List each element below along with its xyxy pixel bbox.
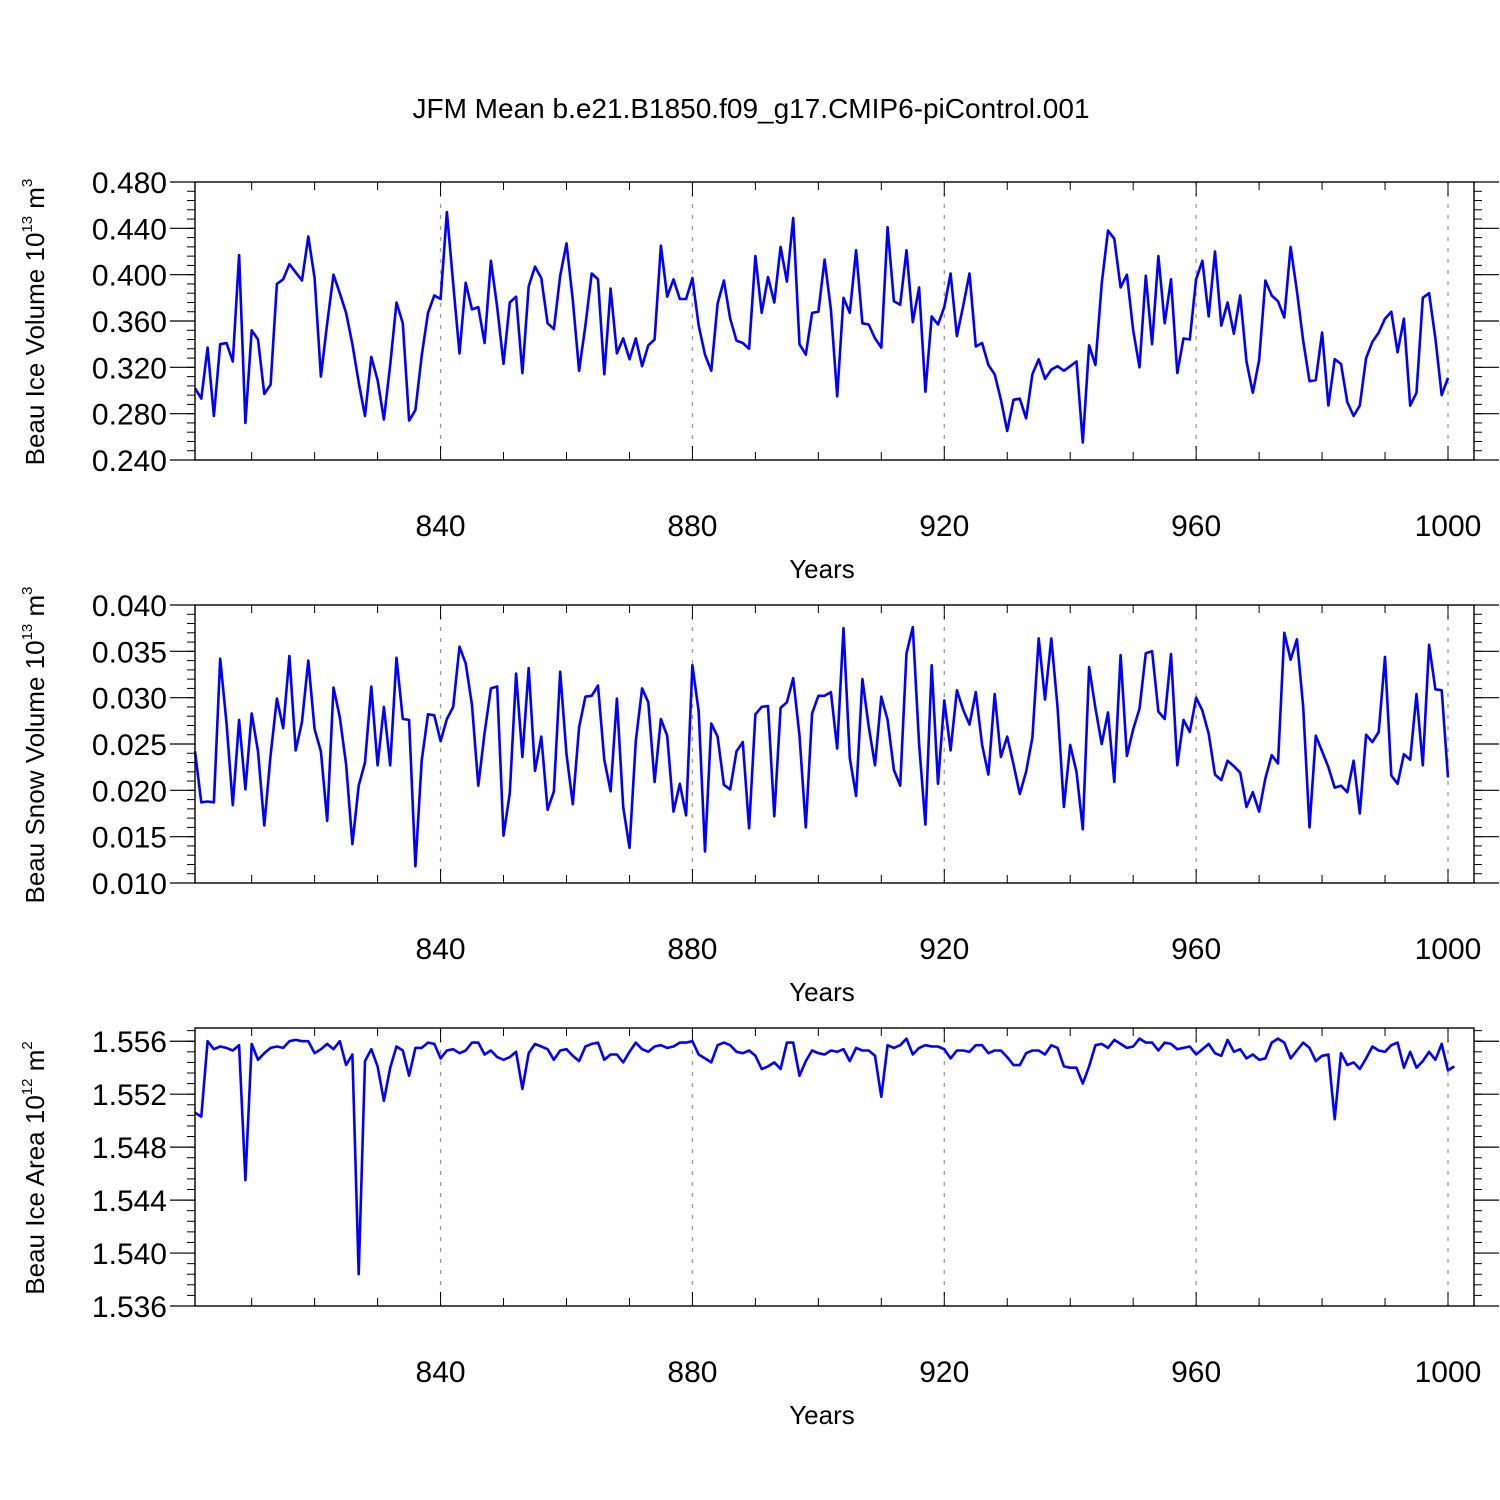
ylabel-unit-exponent: 3 bbox=[19, 179, 36, 187]
x-tick-label: 840 bbox=[416, 933, 466, 966]
y-tick-label: 0.010 bbox=[92, 868, 167, 901]
y-tick-label: 0.320 bbox=[92, 352, 167, 385]
xlabel-ice-volume: Years bbox=[789, 554, 855, 584]
ylabel-unit-exponent: 2 bbox=[19, 1041, 36, 1049]
ylabel-ice-area: Beau Ice Area 1012 m2 bbox=[19, 1041, 50, 1294]
ylabel-unit: m bbox=[20, 595, 50, 624]
y-tick-label: 1.556 bbox=[92, 1026, 167, 1059]
xlabel-ice-area: Years bbox=[789, 1400, 855, 1430]
series-line bbox=[193, 625, 1450, 868]
x-tick-label: 960 bbox=[1171, 510, 1221, 543]
x-tick-label: 960 bbox=[1171, 933, 1221, 966]
ylabel-snow-volume: Beau Snow Volume 1013 m3 bbox=[19, 587, 50, 904]
panel-snow-volume: Beau Snow Volume 1013 m3 Years 0.010 0.01… bbox=[19, 587, 1499, 1007]
ylabel-exponent: 13 bbox=[19, 216, 36, 233]
y-tick-label: 0.035 bbox=[92, 636, 167, 669]
y-tick-label: 1.540 bbox=[92, 1238, 167, 1271]
y-tick-label: 0.240 bbox=[92, 445, 167, 478]
y-tick-label: 1.548 bbox=[92, 1132, 167, 1165]
x-tick-label: 1000 bbox=[1415, 933, 1482, 966]
ylabel-text: Beau Snow Volume 10 bbox=[20, 640, 50, 903]
ylabel-exponent: 12 bbox=[19, 1079, 36, 1096]
y-tick-label: 1.552 bbox=[92, 1079, 167, 1112]
y-tick-label: 0.020 bbox=[92, 775, 167, 808]
x-tick-label: 1000 bbox=[1415, 510, 1482, 543]
x-tick-label: 920 bbox=[919, 1356, 969, 1389]
x-tick-label: 880 bbox=[667, 933, 717, 966]
y-tick-label: 0.360 bbox=[92, 306, 167, 339]
y-tick-label: 0.040 bbox=[92, 590, 167, 623]
figure-title: JFM Mean b.e21.B1850.f09_g17.CMIP6-piCon… bbox=[412, 93, 1089, 124]
ylabel-unit: m bbox=[20, 187, 50, 216]
ylabel-unit: m bbox=[20, 1050, 50, 1079]
ylabel-unit-exponent: 3 bbox=[19, 587, 36, 595]
xlabel-snow-volume: Years bbox=[789, 977, 855, 1007]
x-tick-label: 920 bbox=[919, 933, 969, 966]
ylabel-text: Beau Ice Area 10 bbox=[20, 1095, 50, 1294]
x-tick-label: 840 bbox=[416, 510, 466, 543]
ylabel-text: Beau Ice Volume 10 bbox=[20, 233, 50, 466]
y-tick-label: 0.440 bbox=[92, 213, 167, 246]
panel-ice-area: Beau Ice Area 1012 m2 Years 1.536 1.540 1.… bbox=[19, 1026, 1499, 1430]
x-tick-label: 1000 bbox=[1415, 1356, 1482, 1389]
y-tick-label: 1.544 bbox=[92, 1185, 167, 1218]
panel-ice-volume: Beau Ice Volume 1013 m3 Years 0.240 0.280… bbox=[19, 167, 1499, 584]
series-line bbox=[194, 1037, 1455, 1276]
x-tick-label: 920 bbox=[919, 510, 969, 543]
x-tick-label: 880 bbox=[667, 1356, 717, 1389]
x-tick-label: 960 bbox=[1171, 1356, 1221, 1389]
y-tick-label: 0.280 bbox=[92, 399, 167, 432]
plot-frame bbox=[194, 604, 1475, 884]
x-tick-label: 840 bbox=[416, 1356, 466, 1389]
plot-frame bbox=[194, 181, 1475, 461]
y-tick-label: 1.536 bbox=[92, 1291, 167, 1324]
ylabel-exponent: 13 bbox=[19, 624, 36, 641]
x-tick-label: 880 bbox=[667, 510, 717, 543]
y-tick-label: 0.400 bbox=[92, 260, 167, 293]
ylabel-ice-volume: Beau Ice Volume 1013 m3 bbox=[19, 179, 50, 466]
y-tick-label: 0.015 bbox=[92, 822, 167, 855]
y-tick-label: 0.025 bbox=[92, 729, 167, 762]
series-line bbox=[193, 210, 1450, 444]
y-tick-label: 0.030 bbox=[92, 683, 167, 716]
y-tick-label: 0.480 bbox=[92, 167, 167, 200]
plot-frame bbox=[194, 1027, 1475, 1307]
